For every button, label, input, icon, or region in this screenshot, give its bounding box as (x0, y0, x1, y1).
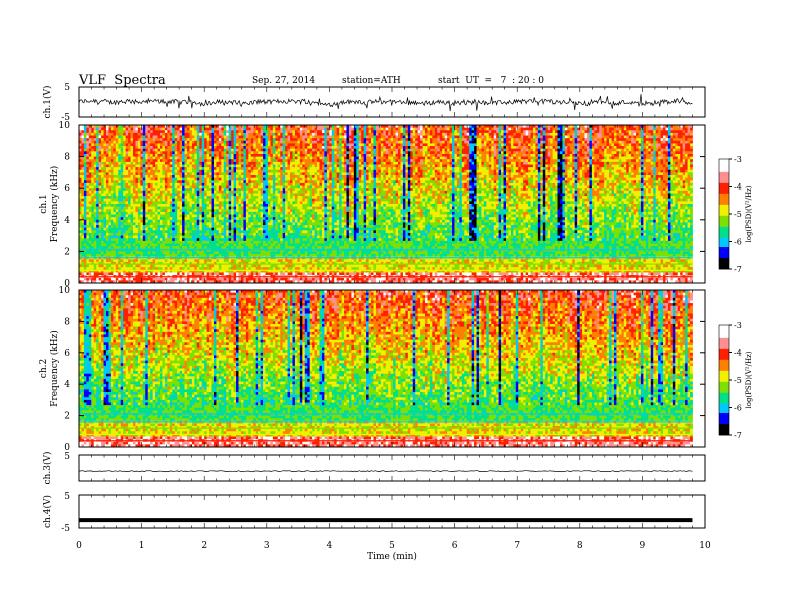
ch3-waveform-line (78, 470, 693, 472)
ch1-spectrogram-cb-tick-4: -7 (734, 265, 742, 274)
xtick-7: 7 (514, 541, 520, 551)
ch4-waveform-frame (78, 494, 706, 529)
xtick-5: 5 (389, 541, 395, 551)
ch2-spectrogram-ylabel-frequency: Frequency (kHz) (49, 330, 60, 407)
ch1-waveform-ylabel: ch.1(V) (42, 86, 53, 119)
ch2-spectrogram-ytick-6: 6 (64, 349, 70, 359)
station-label: station=ATH (342, 76, 401, 86)
ch1-ytick-5: 5 (64, 83, 70, 93)
ch1-spectrogram-colorbar (719, 159, 729, 270)
ch2-spectrogram-cb-tick-1: -4 (734, 349, 742, 358)
xtick-6: 6 (452, 541, 458, 551)
ch2-spectrogram-cb-tick-3: -6 (734, 404, 742, 413)
ch2-spectrogram-ytick-8: 8 (64, 317, 70, 327)
xtick-0: 0 (76, 541, 82, 551)
xtick-1: 1 (139, 541, 145, 551)
ch4-waveform-ylabel: ch.4(V) (42, 495, 53, 528)
figure-title: VLF Spectra (79, 73, 166, 88)
ch2-spectrogram-ytick-0: 0 (64, 443, 70, 453)
ch2-spectrogram-cb-tick-4: -7 (734, 431, 742, 440)
xtick-4: 4 (327, 541, 333, 551)
ch2-spectrogram-ylabel-channel: ch.2 (39, 359, 49, 378)
ch1-spectrogram-ytick-0: 0 (64, 279, 70, 289)
ch1-spectrogram-ytick-8: 8 (64, 153, 70, 163)
ch2-spectrogram-cb-tick-2: -5 (734, 376, 742, 385)
date-label: Sep. 27, 2014 (252, 76, 315, 86)
ch4-ytick-5: 5 (64, 492, 70, 502)
ch1-spectrogram-heatmap (79, 125, 693, 284)
xtick-10: 10 (699, 541, 711, 551)
ch1-waveform-line (78, 94, 693, 112)
ch1-spectrogram-ylabel-frequency: Frequency (kHz) (49, 166, 60, 243)
ch3-ytick-5: 5 (64, 452, 70, 462)
ch2-spectrogram-ytick-4: 4 (64, 380, 70, 390)
ch2-spectrogram-heatmap (79, 290, 693, 448)
ch1-spectrogram-ytick-6: 6 (64, 184, 70, 194)
ch1-spectrogram-cb-tick-0: -3 (734, 155, 742, 164)
ch1-spectrogram-ytick-2: 2 (64, 247, 70, 257)
start-time-label: start UT = 7 : 20 : 0 (438, 76, 544, 86)
x-axis-label: Time (min) (367, 551, 417, 562)
xtick-3: 3 (264, 541, 270, 551)
ch2-spectrogram-colorbar-label: log(PSD)(V²/Hz) (745, 351, 753, 408)
ch1-spectrogram-cb-tick-3: -6 (734, 238, 742, 247)
ch1-spectrogram-ytick-10: 10 (59, 121, 71, 131)
ch1-spectrogram-ytick-4: 4 (64, 216, 70, 226)
ch3-waveform-ylabel: ch.3(V) (42, 452, 53, 485)
ch4-ytick-minus5: -5 (61, 524, 70, 534)
ch2-spectrogram-cb-tick-0: -3 (734, 321, 742, 330)
xtick-8: 8 (577, 541, 583, 551)
xtick-2: 2 (201, 541, 207, 551)
ch2-spectrogram-ytick-2: 2 (64, 412, 70, 422)
ch1-spectrogram-cb-tick-2: -5 (734, 210, 742, 219)
ch2-spectrogram-ytick-10: 10 (59, 286, 71, 296)
ch1-spectrogram-colorbar-label: log(PSD)(V²/Hz) (745, 185, 753, 242)
ch2-spectrogram-colorbar (719, 325, 729, 436)
xtick-9: 9 (640, 541, 646, 551)
ch1-ytick-minus5: -5 (61, 113, 70, 123)
ch1-spectrogram-ylabel-channel: ch.1 (39, 194, 49, 213)
ch1-spectrogram-cb-tick-1: -4 (734, 183, 742, 192)
